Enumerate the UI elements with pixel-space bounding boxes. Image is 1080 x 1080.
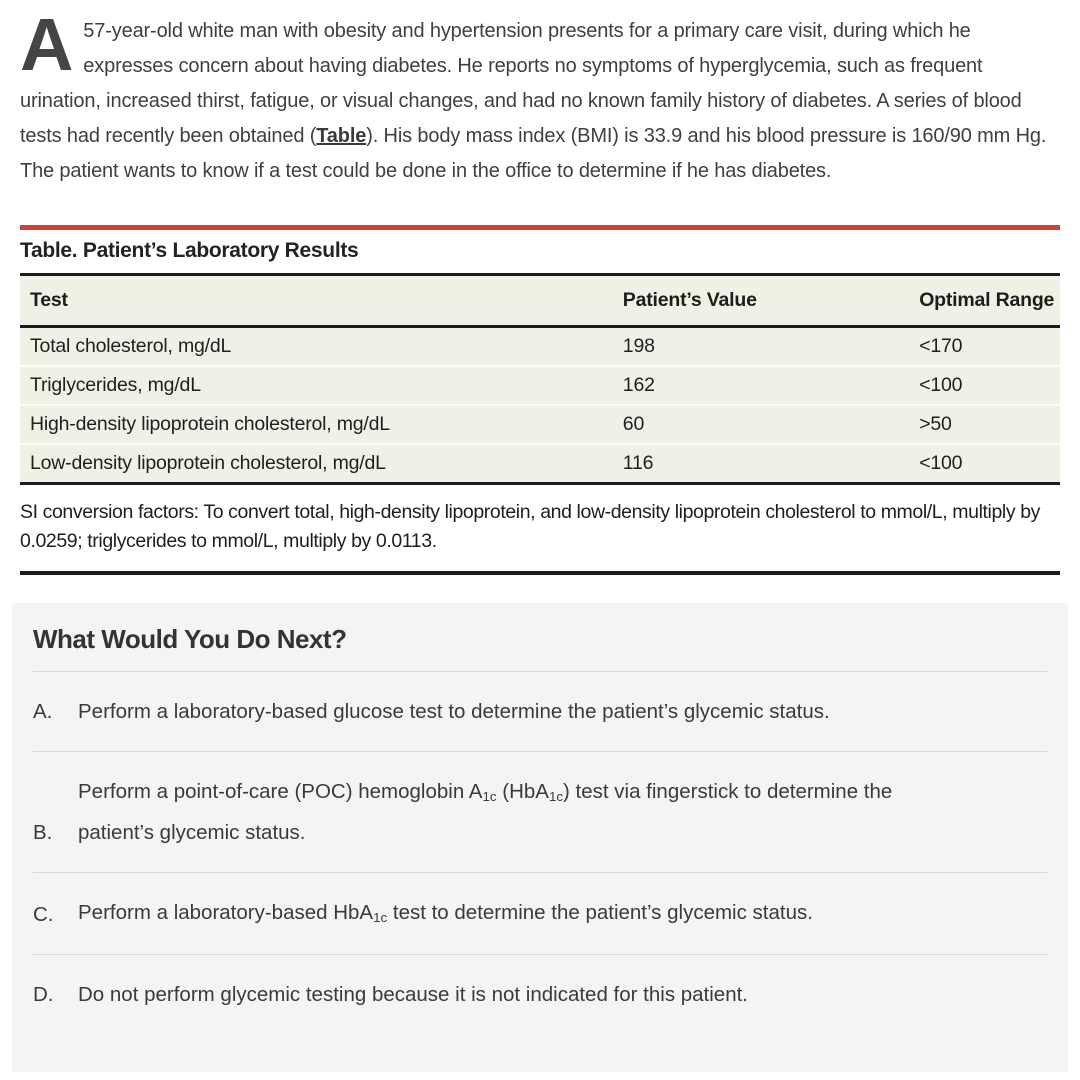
option-text: Perform a point-of-care (POC) hemoglobin… — [78, 780, 893, 844]
patient-value: 162 — [612, 366, 910, 406]
divider — [33, 954, 1047, 955]
table-row: Total cholesterol, mg/dL 198 <170 — [20, 326, 1060, 367]
table-header-row: Test Patient’s Value Optimal Range — [20, 274, 1060, 328]
quiz-option-b[interactable]: B. Perform a point-of-care (POC) hemoglo… — [33, 752, 1047, 872]
quiz-heading: What Would You Do Next? — [33, 624, 347, 654]
option-label: D. — [33, 983, 54, 1006]
optimal-range: <100 — [909, 366, 1060, 406]
table-link[interactable]: Table — [316, 125, 367, 147]
table-title: Table. Patient’s Laboratory Results — [20, 239, 359, 262]
divider — [33, 751, 1047, 752]
table-footnote: SI conversion factors: To convert total,… — [20, 501, 1040, 552]
red-accent-rule — [20, 225, 1060, 230]
quiz-option-a[interactable]: A. Perform a laboratory-based glucose te… — [33, 672, 1047, 751]
option-text: Perform a laboratory-based glucose test … — [78, 700, 830, 723]
quiz-option-d[interactable]: D. Do not perform glycemic testing becau… — [33, 955, 1047, 1034]
option-label: A. — [33, 700, 53, 723]
table-row: Low-density lipoprotein cholesterol, mg/… — [20, 444, 1060, 484]
table-closing-rule — [20, 571, 1060, 575]
subscript-1c: 1c — [373, 909, 388, 925]
patient-value: 198 — [612, 326, 910, 367]
drop-cap: A — [20, 3, 74, 86]
option-text: Do not perform glycemic testing because … — [78, 983, 749, 1006]
table-row: Triglycerides, mg/dL 162 <100 — [20, 366, 1060, 406]
vignette-text-before-link: 57-year-old white man with obesity and h… — [20, 20, 1022, 147]
lab-table-block: Table. Patient’s Laboratory Results Test… — [20, 239, 1060, 575]
lab-results-table: Test Patient’s Value Optimal Range Total… — [20, 273, 1060, 485]
test-name: Triglycerides, mg/dL — [20, 366, 613, 406]
divider — [33, 671, 1047, 672]
column-header-test: Test — [20, 274, 613, 328]
case-vignette: A 57-year-old white man with obesity and … — [20, 3, 1060, 189]
patient-value: 116 — [612, 444, 910, 484]
divider — [33, 872, 1047, 873]
option-label: B. — [33, 821, 53, 844]
option-label: C. — [33, 903, 54, 926]
subscript-1c: 1c — [548, 788, 564, 804]
test-name: Low-density lipoprotein cholesterol, mg/… — [20, 444, 613, 484]
vignette-text-after-link: ). His body mass index (BMI) is 33.9 and… — [20, 125, 1047, 182]
subscript-1c: 1c — [482, 788, 497, 804]
test-name: High-density lipoprotein cholesterol, mg… — [20, 405, 613, 445]
quiz-option-c[interactable]: C. Perform a laboratory-based HbA1c test… — [33, 873, 1047, 954]
test-name: Total cholesterol, mg/dL — [20, 326, 613, 367]
optimal-range: <100 — [909, 444, 1060, 484]
table-row: High-density lipoprotein cholesterol, mg… — [20, 405, 1060, 445]
optimal-range: >50 — [909, 405, 1060, 445]
quiz-panel: What Would You Do Next? A. Perform a lab… — [12, 603, 1068, 1072]
patient-value: 60 — [612, 405, 910, 445]
optimal-range: <170 — [909, 326, 1060, 367]
column-header-optimal-range: Optimal Range — [909, 274, 1060, 328]
option-text: Perform a laboratory-based HbA1c test to… — [78, 901, 813, 925]
column-header-patients-value: Patient’s Value — [612, 274, 910, 328]
